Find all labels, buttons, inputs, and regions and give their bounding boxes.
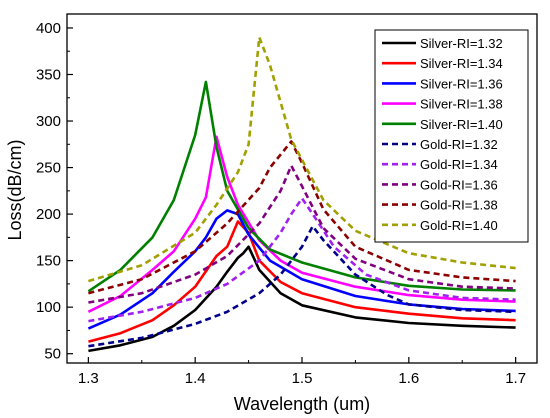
series-line-gold-ri-1-38: [88, 140, 516, 295]
series-line-gold-ri-1-36: [88, 164, 516, 304]
x-tick-label: 1.3: [78, 370, 99, 387]
legend-entry: Silver-RI=1.38: [420, 97, 503, 112]
x-tick-label: 1.4: [185, 370, 206, 387]
y-tick-label: 50: [44, 346, 61, 363]
x-tick-label: 1.7: [505, 370, 526, 387]
x-tick-label: 1.5: [292, 370, 313, 387]
legend-entry: Gold-RI=1.34: [420, 157, 498, 172]
series-line-gold-ri-1-40: [88, 36, 516, 283]
legend-entry: Gold-RI=1.40: [420, 218, 498, 233]
legend-entry: Gold-RI=1.36: [420, 177, 498, 192]
y-tick-label: 150: [36, 253, 61, 270]
legend: Silver-RI=1.32 Silver-RI=1.34 Silver-RI=1.…: [374, 29, 529, 243]
series-layer: [87, 36, 516, 353]
y-tick-label: 350: [36, 66, 61, 83]
series-line-silver-ri-1-36: [87, 209, 516, 330]
legend-box: [374, 29, 529, 243]
y-axis-label: Loss(dB/cm): [5, 139, 25, 240]
x-axis-ticks: 1.3 1.4 1.5 1.6 1.7: [78, 357, 526, 387]
y-tick-label: 250: [36, 160, 61, 177]
y-axis-ticks: 50 100 150 200 250 300 350 400: [36, 20, 73, 363]
x-tick-label: 1.6: [398, 370, 419, 387]
legend-entry: Silver-RI=1.36: [420, 76, 503, 91]
x-axis-label: Wavelength (um): [234, 394, 370, 414]
y-tick-label: 400: [36, 20, 61, 37]
y-tick-label: 100: [36, 299, 61, 316]
legend-entry: Silver-RI=1.34: [420, 56, 503, 71]
legend-entry: Silver-RI=1.32: [420, 36, 503, 51]
legend-entry: Silver-RI=1.40: [420, 117, 503, 132]
legend-entry: Gold-RI=1.32: [420, 137, 498, 152]
series-line-gold-ri-1-32: [88, 224, 516, 348]
series-line-silver-ri-1-32: [88, 245, 516, 353]
y-tick-label: 300: [36, 113, 61, 130]
series-line-gold-ri-1-34: [88, 197, 516, 323]
y-tick-label: 200: [36, 206, 61, 223]
legend-entry: Gold-RI=1.38: [420, 198, 498, 213]
